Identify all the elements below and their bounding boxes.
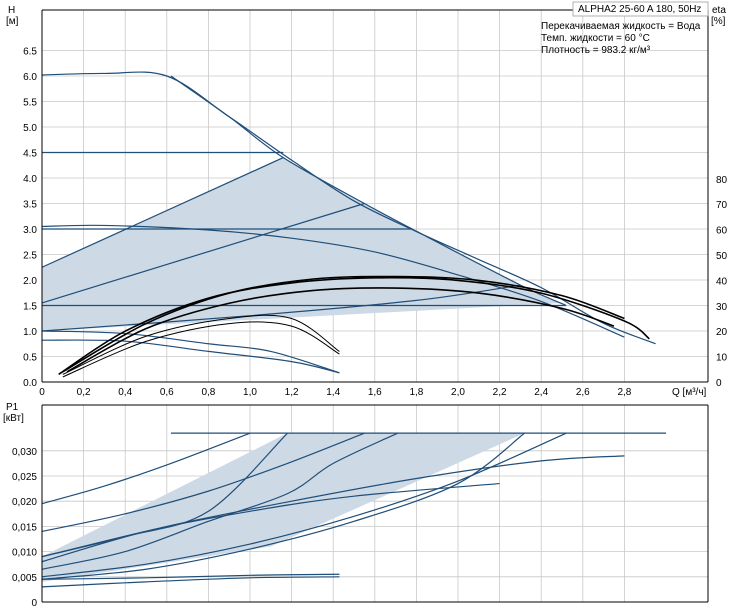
head-axis-label: H xyxy=(8,5,15,16)
eta-tick-label: 0 xyxy=(716,378,722,389)
eta-curve-1 xyxy=(58,276,650,376)
head-axis-unit: [м] xyxy=(6,16,19,27)
power-tick-label: 0 xyxy=(31,598,37,606)
head-curve-6 xyxy=(41,157,284,268)
flow-tick-label: 0 xyxy=(39,387,45,398)
head-tick-label: 6.5 xyxy=(23,47,37,58)
eta-tick-label: 30 xyxy=(716,302,728,313)
head-tick-labels: 0.0 0.5 1.0 1.5 2.0 2.5 3.0 3.5 4.0 4.5 5.0 5.5 6.0 6… xyxy=(23,47,37,390)
head-tick-label: 5.5 xyxy=(23,98,37,109)
head-curve-7 xyxy=(41,202,365,304)
eta-tick-label: 70 xyxy=(716,200,728,211)
info-line-density: Плотность = 983.2 кг/м³ xyxy=(541,45,651,56)
head-tick-label: 5.0 xyxy=(23,123,37,134)
head-tick-label: 0.5 xyxy=(23,353,37,364)
flow-tick-label: 1,2 xyxy=(285,387,299,398)
head-tick-label: 3.5 xyxy=(23,200,37,211)
eta-tick-label: 50 xyxy=(716,251,728,262)
head-tick-label: 2.0 xyxy=(23,276,37,287)
head-operating-area xyxy=(42,157,562,331)
eta-curve-2 xyxy=(62,275,625,373)
power-curve-9 xyxy=(41,482,500,563)
flow-tick-label: 2,6 xyxy=(576,387,590,398)
flow-tick-label: 1,6 xyxy=(368,387,382,398)
flow-axis-label: Q [м³/ч] xyxy=(672,387,707,398)
flow-tick-label: 1,8 xyxy=(409,387,423,398)
info-line-liquid: Перекачиваемая жидкость = Вода xyxy=(541,21,701,32)
power-curve-6 xyxy=(41,432,525,580)
head-tick-label: 4.5 xyxy=(23,149,37,160)
head-curve-1 xyxy=(41,71,656,345)
eta-tick-label: 40 xyxy=(716,276,728,287)
flow-tick-label: 2,8 xyxy=(617,387,631,398)
flow-tick-label: 0,8 xyxy=(201,387,215,398)
power-tick-label: 0,020 xyxy=(12,497,37,508)
head-tick-label: 1.5 xyxy=(23,302,37,313)
info-line-temperature: Темп. жидкости = 60 °C xyxy=(541,33,650,44)
flow-tick-labels: 0 0,2 0,4 0,6 0,8 1,0 1,2 1,4 1,6 1,8 2,0 2,2 2,4 2,6… xyxy=(39,387,632,398)
power-tick-label: 0,030 xyxy=(12,447,37,458)
flow-tick-label: 2,4 xyxy=(534,387,548,398)
head-curve-5 xyxy=(41,224,625,338)
power-tick-label: 0,025 xyxy=(12,472,37,483)
power-curves xyxy=(41,432,666,588)
head-tick-label: 0.0 xyxy=(23,378,37,389)
flow-tick-label: 2,2 xyxy=(493,387,507,398)
eta-tick-label: 10 xyxy=(716,353,728,364)
flow-tick-label: 0,6 xyxy=(160,387,174,398)
power-tick-label: 0,010 xyxy=(12,548,37,559)
power-curve-2 xyxy=(41,432,365,533)
head-tick-label: 2.5 xyxy=(23,251,37,262)
eta-axis-unit: [%] xyxy=(711,16,726,27)
eta-axis-label: eta xyxy=(712,5,726,16)
power-axis-unit: [кВт] xyxy=(3,413,24,424)
flow-tick-label: 0,4 xyxy=(118,387,132,398)
power-plot: 0 0,005 0,010 0,015 0,020 0,025 0,030 P1 [кВт] xyxy=(3,402,709,606)
head-curves xyxy=(41,71,656,374)
head-tick-label: 6.0 xyxy=(23,72,37,83)
eta-curve-5 xyxy=(62,321,340,378)
head-curve-8 xyxy=(41,284,521,332)
eta-tick-labels: 0 10 20 30 40 50 60 70 80 xyxy=(716,175,728,389)
head-tick-label: 3.0 xyxy=(23,225,37,236)
flow-tick-label: 1,0 xyxy=(243,387,257,398)
power-tick-label: 0,005 xyxy=(12,573,37,584)
head-curve-10 xyxy=(41,339,340,374)
chart-title: ALPHA2 25-60 A 180, 50Hz xyxy=(578,4,701,15)
power-curve-10 xyxy=(41,573,340,580)
eta-tick-label: 60 xyxy=(716,226,728,237)
eta-curve-4 xyxy=(62,314,340,375)
power-curve-7 xyxy=(41,432,567,578)
power-tick-label: 0,015 xyxy=(12,522,37,533)
head-plot: 0.0 0.5 1.0 1.5 2.0 2.5 3.0 3.5 4.0 4.5 5.0 5.5 6.0 6… xyxy=(6,1,728,398)
head-tick-label: 1.0 xyxy=(23,327,37,338)
eta-tick-label: 80 xyxy=(716,175,728,186)
power-operating-area xyxy=(42,433,525,582)
eta-tick-label: 20 xyxy=(716,327,728,338)
efficiency-curves xyxy=(58,275,650,378)
head-curve-9 xyxy=(41,330,340,374)
power-axis-label: P1 xyxy=(6,402,19,413)
flow-tick-label: 2,0 xyxy=(451,387,465,398)
head-tick-label: 4.0 xyxy=(23,174,37,185)
flow-tick-label: 1,4 xyxy=(326,387,340,398)
flow-tick-label: 0,2 xyxy=(77,387,91,398)
eta-curve-3 xyxy=(66,287,615,373)
power-curve-1 xyxy=(41,432,251,505)
title-box xyxy=(572,1,709,17)
power-tick-labels: 0 0,005 0,010 0,015 0,020 0,025 0,030 xyxy=(12,447,37,606)
power-curve-11 xyxy=(41,576,340,588)
head-curve-11 xyxy=(170,75,567,307)
